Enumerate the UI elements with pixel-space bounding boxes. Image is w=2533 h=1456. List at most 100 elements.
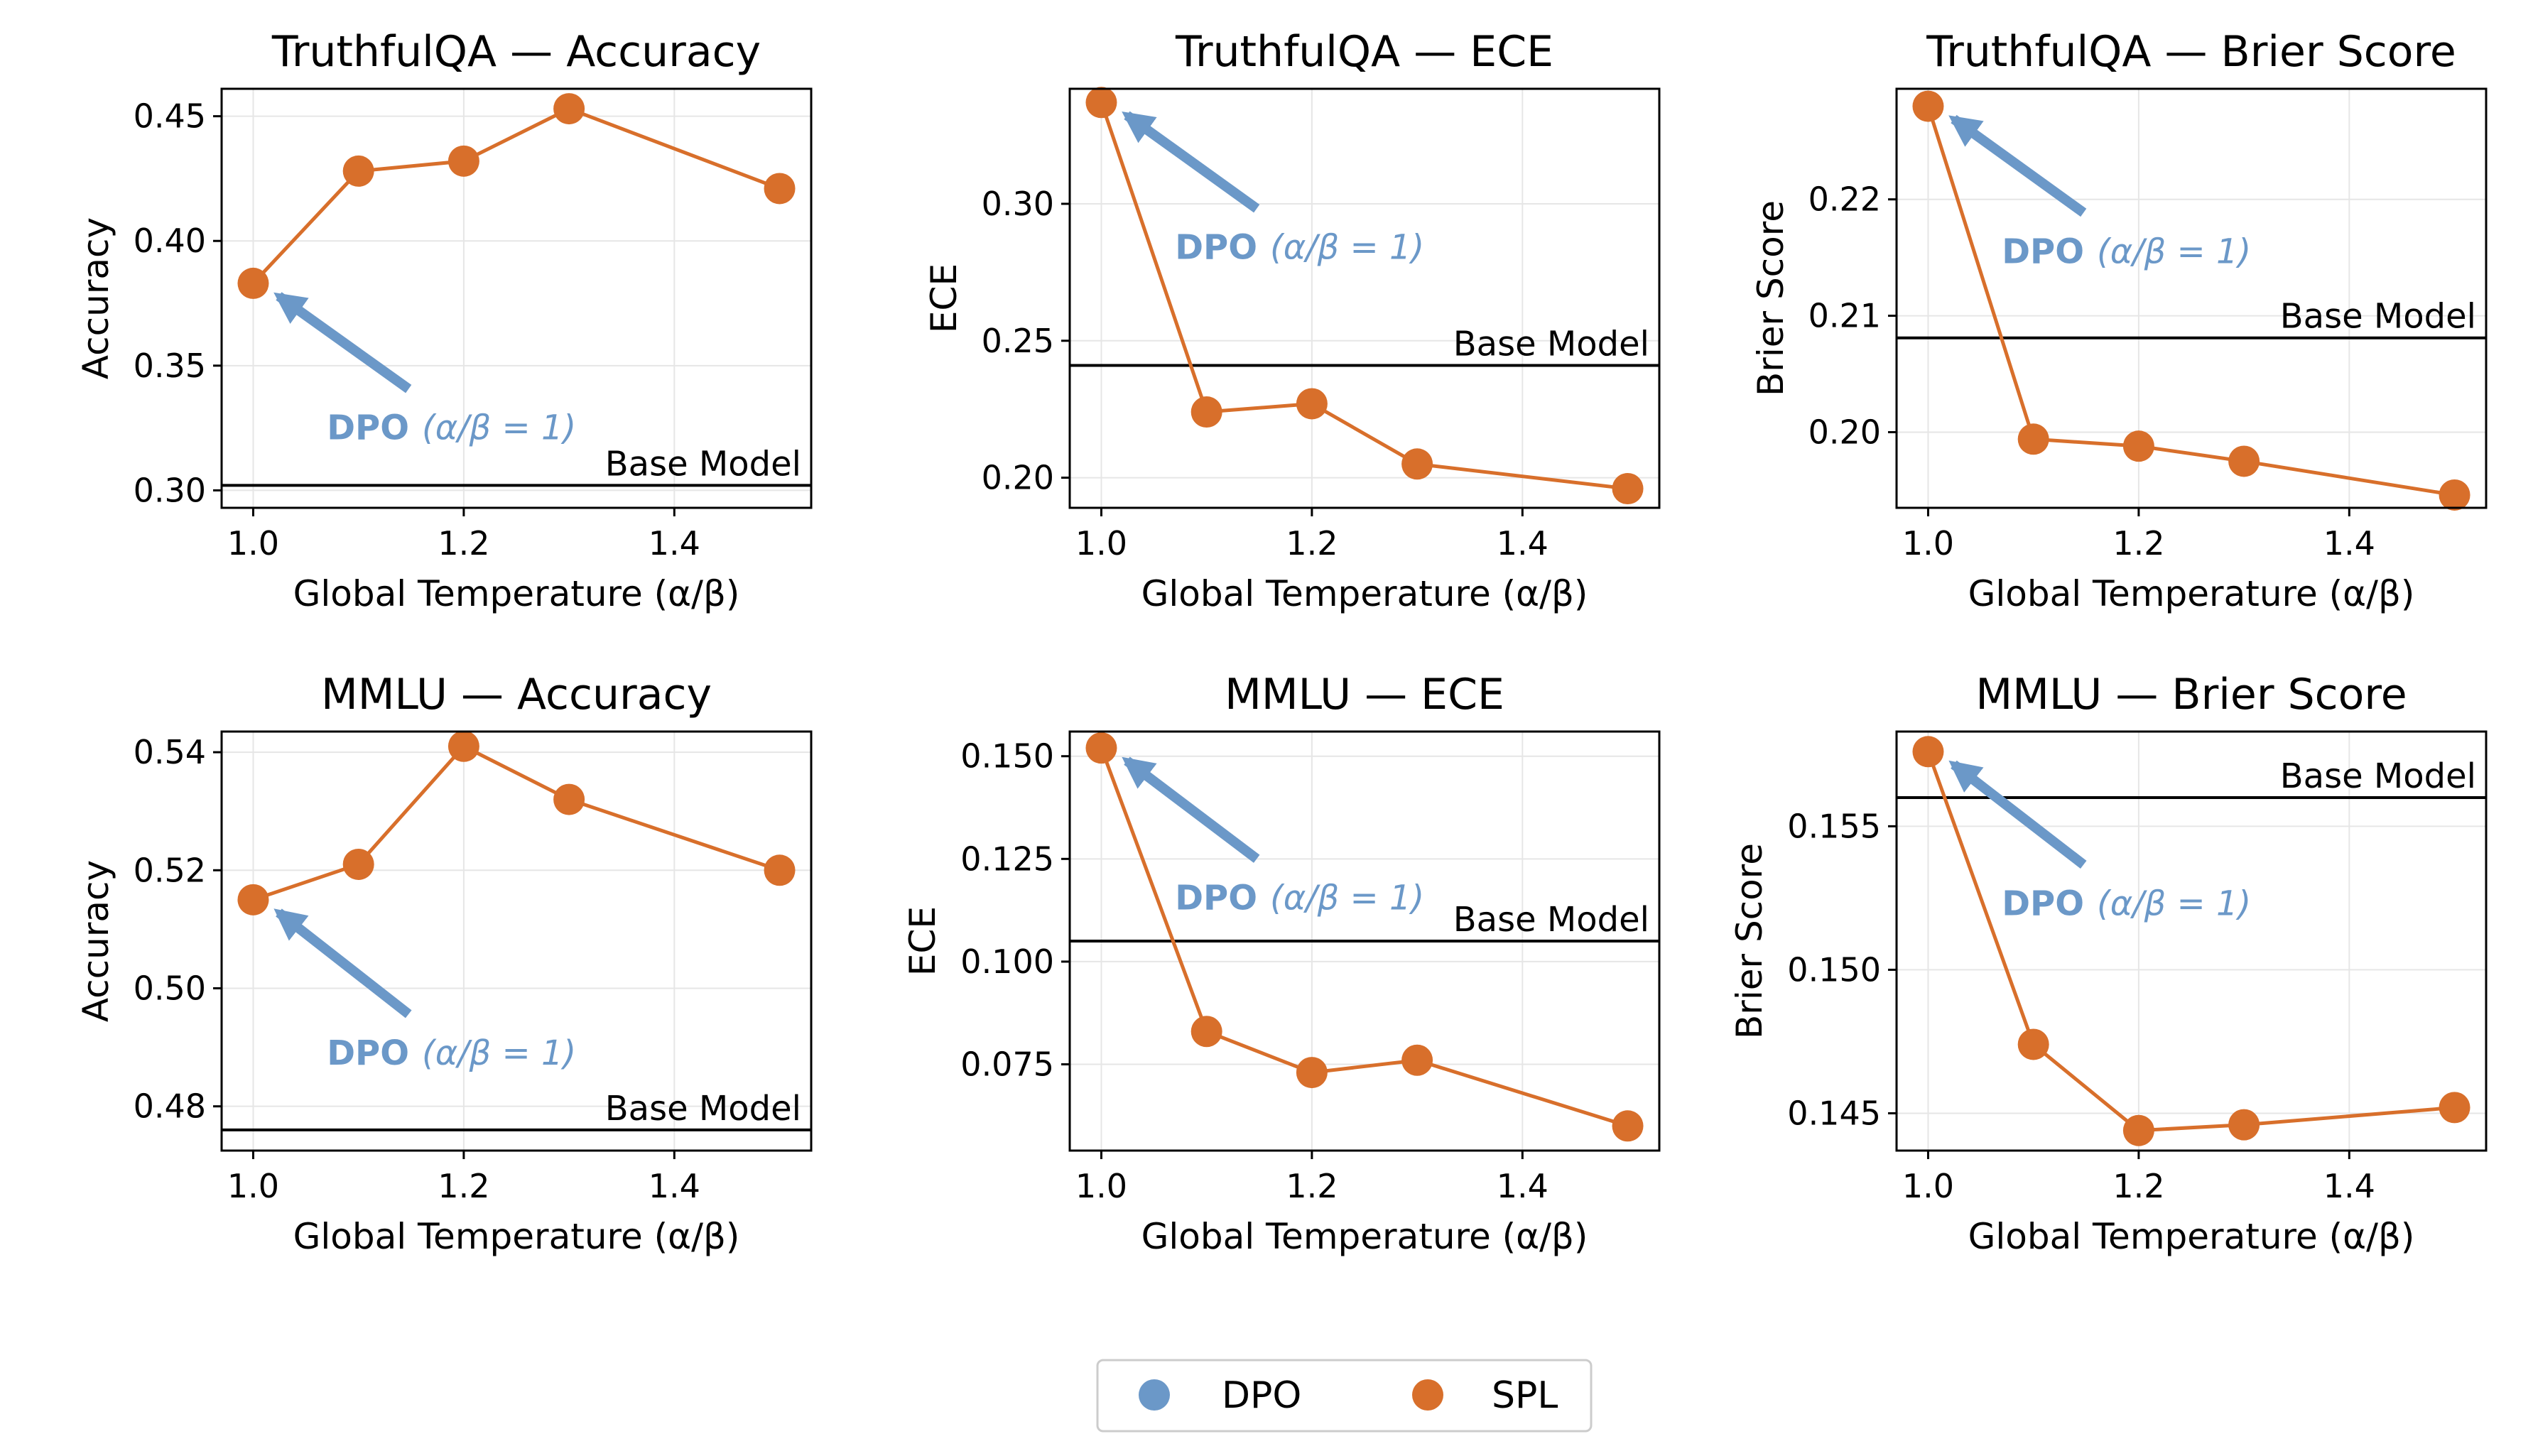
dpo-annotation-arrow	[273, 292, 412, 393]
series-line-spl	[1100, 102, 1628, 491]
axes-frame	[220, 730, 813, 1152]
panel-6: Base Model DPO (α/β = 1) 1.0 1.2 1.4 0.145 0.15…	[1729, 670, 2488, 1257]
legend-marker-dpo	[1139, 1379, 1170, 1411]
data-point-spl	[448, 730, 479, 762]
panel-title: MMLU — Accuracy	[321, 670, 712, 719]
dpo-annotation-arrow	[1122, 756, 1260, 863]
panel-4: Base Model DPO (α/β = 1) 1.0 1.2 1.4 0.48 0.50 0…	[75, 670, 813, 1257]
base-model-label: Base Model	[1453, 324, 1649, 364]
data-point-spl	[1190, 1016, 1222, 1048]
panel-title: TruthfulQA — Brier Score	[1926, 27, 2456, 77]
data-point-spl	[1912, 736, 1944, 768]
data-point-spl	[553, 783, 585, 815]
x-tick-label: 1.2	[1286, 1167, 1338, 1205]
dpo-annotation-arrow	[1948, 114, 2087, 217]
x-tick-label: 1.0	[227, 1167, 279, 1205]
x-axis-label: Global Temperature (α/β)	[293, 1216, 740, 1257]
panel-2: Base Model DPO (α/β = 1) 1.0 1.2 1.4 0.20 0.25 0…	[923, 27, 1661, 614]
dpo-annotation-math: (α/β = 1)	[1270, 228, 1424, 268]
data-point-spl	[764, 854, 796, 886]
dpo-annotation: DPO (α/β = 1)	[2002, 884, 2251, 923]
dpo-annotation: DPO (α/β = 1)	[2002, 232, 2251, 271]
data-point-spl	[2228, 445, 2260, 477]
x-tick-label: 1.4	[649, 1167, 700, 1205]
x-tick-label: 1.4	[649, 524, 700, 563]
dpo-annotation-bold: DPO	[2002, 232, 2084, 271]
x-tick-label: 1.0	[1075, 524, 1127, 563]
x-tick-label: 1.2	[438, 524, 489, 563]
series-line-spl	[251, 107, 781, 285]
dpo-annotation-math: (α/β = 1)	[2097, 884, 2251, 923]
dpo-annotation-arrow	[273, 908, 412, 1018]
dpo-annotation: DPO (α/β = 1)	[327, 1033, 576, 1073]
y-tick-label: 0.48	[134, 1087, 206, 1126]
data-point-spl	[237, 884, 269, 916]
axes-frame	[1068, 87, 1661, 509]
panel-title: MMLU — ECE	[1225, 670, 1504, 719]
y-tick-label: 0.30	[982, 185, 1054, 223]
data-point-spl	[1912, 90, 1944, 122]
data-point-spl	[553, 93, 585, 125]
panel-title: TruthfulQA — Accuracy	[271, 27, 761, 77]
y-tick-label: 0.21	[1808, 297, 1881, 335]
data-point-spl	[1085, 87, 1117, 119]
y-tick-label: 0.150	[960, 737, 1054, 776]
base-model-label: Base Model	[2280, 756, 2476, 796]
y-axis-label: Accuracy	[75, 217, 116, 379]
x-tick-label: 1.0	[227, 524, 279, 563]
dpo-annotation: DPO (α/β = 1)	[327, 408, 576, 448]
data-point-spl	[1612, 473, 1644, 505]
dpo-annotation-math: (α/β = 1)	[1270, 878, 1424, 918]
data-point-spl	[342, 848, 374, 880]
y-tick-label: 0.30	[134, 471, 206, 509]
x-tick-label: 1.2	[1286, 524, 1338, 563]
dpo-annotation-bold: DPO	[327, 1033, 409, 1073]
data-point-spl	[2122, 430, 2154, 462]
data-point-spl	[2017, 1028, 2049, 1060]
panel-5: Base Model DPO (α/β = 1) 1.0 1.2 1.4 0.075 0.10…	[902, 670, 1661, 1257]
dpo-annotation-math: (α/β = 1)	[422, 408, 576, 448]
data-point-spl	[764, 173, 796, 205]
y-tick-label: 0.22	[1808, 180, 1881, 219]
base-model-label: Base Model	[605, 444, 801, 484]
data-point-spl	[1085, 732, 1117, 764]
data-point-spl	[448, 145, 479, 177]
dpo-annotation-arrow	[1122, 111, 1260, 213]
y-tick-label: 0.50	[134, 969, 206, 1007]
x-tick-label: 1.4	[1497, 1167, 1548, 1205]
legend: DPO SPL	[1096, 1359, 1593, 1433]
dpo-annotation-arrow	[1948, 760, 2087, 869]
x-axis-label: Global Temperature (α/β)	[1968, 573, 2415, 614]
base-model-label: Base Model	[605, 1089, 801, 1129]
x-tick-label: 1.0	[1075, 1167, 1127, 1205]
y-axis-label: ECE	[923, 264, 965, 333]
y-tick-label: 0.45	[134, 97, 206, 136]
dpo-annotation-bold: DPO	[327, 408, 409, 448]
data-point-spl	[2122, 1114, 2154, 1146]
dpo-annotation: DPO (α/β = 1)	[1175, 878, 1424, 918]
dpo-annotation-bold: DPO	[1175, 878, 1257, 918]
y-tick-label: 0.145	[1787, 1094, 1881, 1132]
y-tick-label: 0.150	[1787, 950, 1881, 989]
data-point-spl	[2439, 479, 2470, 511]
dpo-annotation-bold: DPO	[1175, 228, 1257, 268]
axes-frame	[1068, 730, 1661, 1152]
y-tick-label: 0.155	[1787, 807, 1881, 845]
y-tick-label: 0.20	[1808, 413, 1881, 451]
data-point-spl	[1612, 1110, 1644, 1142]
x-axis-label: Global Temperature (α/β)	[1968, 1216, 2415, 1257]
series-line-spl	[252, 744, 781, 902]
y-axis-label: ECE	[902, 906, 943, 976]
data-point-spl	[2439, 1092, 2470, 1124]
legend-label-dpo: DPO	[1222, 1374, 1301, 1417]
data-point-spl	[237, 267, 269, 299]
axes-frame	[1895, 87, 2488, 509]
x-axis-label: Global Temperature (α/β)	[293, 573, 740, 614]
x-tick-label: 1.0	[1902, 1167, 1954, 1205]
dpo-annotation: DPO (α/β = 1)	[1175, 228, 1424, 268]
x-axis-label: Global Temperature (α/β)	[1141, 1216, 1588, 1257]
y-tick-label: 0.20	[982, 459, 1054, 497]
base-model-label: Base Model	[1453, 900, 1649, 940]
y-axis-label: Accuracy	[75, 860, 116, 1022]
y-axis-label: Brier Score	[1750, 200, 1791, 396]
